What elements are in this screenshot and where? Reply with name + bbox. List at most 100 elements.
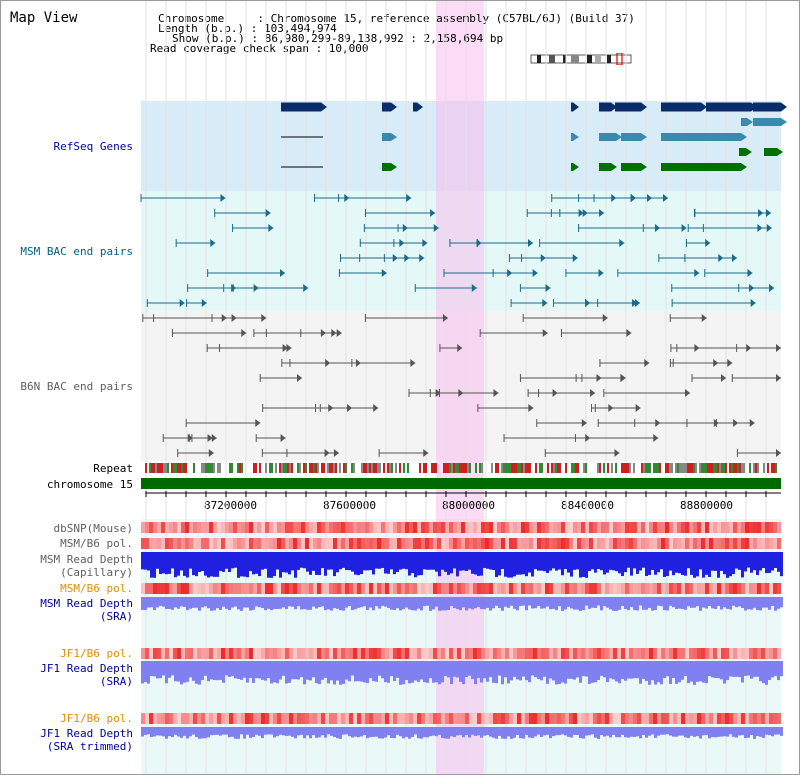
b6n-bac-end-arrow xyxy=(590,389,596,397)
read-depth-bar xyxy=(528,552,531,573)
read-depth-bar xyxy=(141,597,144,610)
read-depth-bar xyxy=(726,727,729,737)
repeat-mark xyxy=(265,463,267,473)
pol-density-cell xyxy=(445,583,449,594)
read-depth-bar xyxy=(516,727,519,735)
read-depth-bar xyxy=(552,597,555,609)
pol-density-cell xyxy=(485,583,489,594)
pol-density-cell xyxy=(173,713,177,724)
repeat-mark xyxy=(173,463,175,473)
repeat-mark xyxy=(211,463,213,473)
chromosome-ideogram[interactable] xyxy=(529,53,635,65)
repeat-mark xyxy=(733,463,735,473)
pol-density-cell xyxy=(657,538,661,549)
read-depth-bar xyxy=(660,727,663,735)
b6n-bac-end-arrow xyxy=(207,434,213,442)
read-depth-bar xyxy=(606,661,609,683)
highlight-region[interactable] xyxy=(436,1,484,774)
pol-density-cell xyxy=(305,538,309,549)
pol-density-cell xyxy=(641,538,645,549)
pol-density-cell xyxy=(637,583,641,594)
read-depth-bar xyxy=(237,727,240,739)
repeat-mark xyxy=(457,463,459,473)
pol-density-cell xyxy=(629,583,633,594)
pol-density-cell xyxy=(489,648,493,659)
pol-density-cell xyxy=(329,713,333,724)
pol-density-cell xyxy=(297,538,301,549)
read-depth-bar xyxy=(624,661,627,681)
pol-density-cell xyxy=(265,713,269,724)
repeat-mark xyxy=(495,463,497,473)
repeat-mark xyxy=(529,463,531,473)
read-depth-bar xyxy=(165,727,168,739)
read-depth-bar xyxy=(537,727,540,735)
read-depth-bar xyxy=(177,727,180,737)
pol-density-cell xyxy=(493,648,497,659)
read-depth-bar xyxy=(387,661,390,683)
pol-density-cell xyxy=(473,522,477,533)
pol-density-cell xyxy=(429,522,433,533)
pol-density-cell xyxy=(677,648,681,659)
read-depth-bar xyxy=(315,727,318,738)
repeat-mark xyxy=(541,463,543,473)
pol-density-cell xyxy=(257,522,261,533)
read-depth-bar xyxy=(672,552,675,576)
repeat-mark xyxy=(729,463,731,473)
read-depth-bar xyxy=(678,727,681,736)
pol-density-cell xyxy=(673,713,677,724)
read-depth-bar xyxy=(660,597,663,607)
pol-density-cell xyxy=(169,648,173,659)
read-depth-bar xyxy=(624,727,627,738)
gene-arrow xyxy=(417,102,423,112)
pol-density-cell xyxy=(585,522,589,533)
b6n-bac-end-arrow xyxy=(208,449,214,457)
pol-density-cell xyxy=(469,538,473,549)
repeat-mark xyxy=(629,463,631,473)
pol-density-cell xyxy=(589,713,593,724)
read-depth-bar xyxy=(432,661,435,683)
read-depth-bar xyxy=(294,552,297,578)
repeat-mark xyxy=(687,463,689,473)
pol-density-cell xyxy=(741,522,745,533)
gene-arrow xyxy=(781,102,787,112)
read-depth-bar xyxy=(498,727,501,736)
pol-density-cell xyxy=(341,713,345,724)
pol-density-cell xyxy=(765,522,769,533)
read-depth-bar xyxy=(147,597,150,608)
read-depth-bar xyxy=(324,552,327,576)
read-depth-bar xyxy=(195,727,198,738)
pol-density-cell xyxy=(449,648,453,659)
read-depth-bar xyxy=(267,661,270,679)
pol-density-cell xyxy=(733,583,737,594)
pol-density-cell xyxy=(261,713,265,724)
read-depth-bar xyxy=(426,661,429,683)
read-depth-bar xyxy=(645,727,648,738)
b6n-bac-end-arrow xyxy=(727,359,733,367)
b6n-bac-end-arrow xyxy=(581,419,587,427)
read-depth-bar xyxy=(207,727,210,738)
repeat-mark xyxy=(383,463,385,473)
pol-density-cell xyxy=(201,713,205,724)
b6n-bac-end-arrow xyxy=(653,434,659,442)
pol-density-cell xyxy=(517,522,521,533)
msm-bac-end-arrow xyxy=(619,239,625,247)
info-show: Show (b.p.) : 86,980,299-89,138,992 : 2,… xyxy=(172,32,504,45)
pol-density-cell xyxy=(637,538,641,549)
pol-density-cell xyxy=(229,648,233,659)
pol-density-cell xyxy=(361,648,365,659)
repeat-mark xyxy=(611,463,613,473)
gene-arrow xyxy=(781,118,787,126)
read-depth-bar xyxy=(192,552,195,576)
read-depth-bar xyxy=(543,727,546,736)
read-depth-bar xyxy=(162,552,165,574)
read-depth-bar xyxy=(645,552,648,577)
pol-density-cell xyxy=(737,538,741,549)
read-depth-bar xyxy=(255,727,258,735)
pol-density-cell xyxy=(769,583,773,594)
pol-density-cell xyxy=(541,648,545,659)
read-depth-bar xyxy=(555,552,558,571)
read-depth-bar xyxy=(771,597,774,606)
b6n-bac-end-arrow xyxy=(286,344,292,352)
pol-density-cell xyxy=(609,713,613,724)
